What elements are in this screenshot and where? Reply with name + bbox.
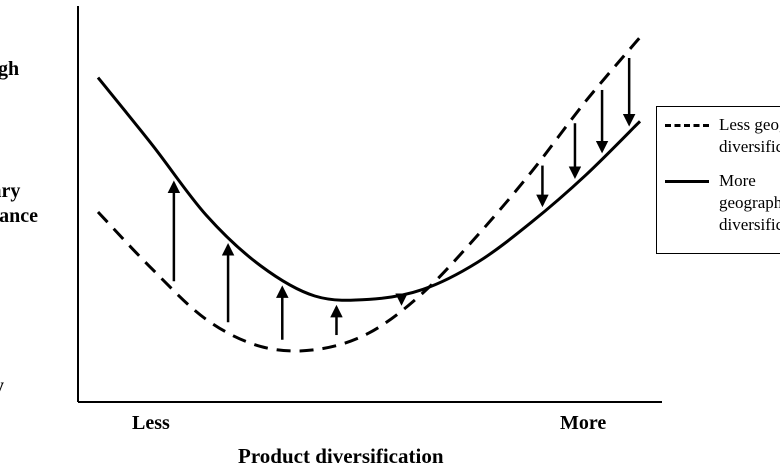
legend-more-line3: diversification — [719, 215, 780, 234]
x-axis-label: Product diversification — [238, 444, 444, 468]
series-layer — [96, 36, 642, 353]
legend-less-line1: Less geographic — [719, 115, 780, 134]
series-line-less-geographic — [96, 36, 642, 353]
x-tick-more: More — [560, 412, 607, 434]
legend-less-line2: diversification — [719, 137, 780, 156]
legend-dashed-sample — [665, 124, 709, 127]
y-axis-label-title-line2: nance — [0, 205, 38, 227]
legend-label-less: Less geographic diversification — [719, 114, 780, 158]
y-axis-label-high: gh — [0, 58, 20, 80]
arrows-layer — [167, 58, 636, 340]
y-axis-label-low: y — [0, 375, 4, 398]
legend-solid-sample — [665, 180, 709, 183]
legend-label-more: More geographic diversification — [719, 170, 780, 236]
series-line-more-geographic — [96, 76, 642, 302]
legend-more-line2: geographic — [719, 193, 780, 212]
x-tick-less: Less — [132, 412, 170, 434]
y-axis-label-title-line1: iary — [0, 180, 21, 202]
legend-more-line1: More — [719, 171, 756, 190]
legend: Less geographic diversification More geo… — [656, 106, 780, 254]
